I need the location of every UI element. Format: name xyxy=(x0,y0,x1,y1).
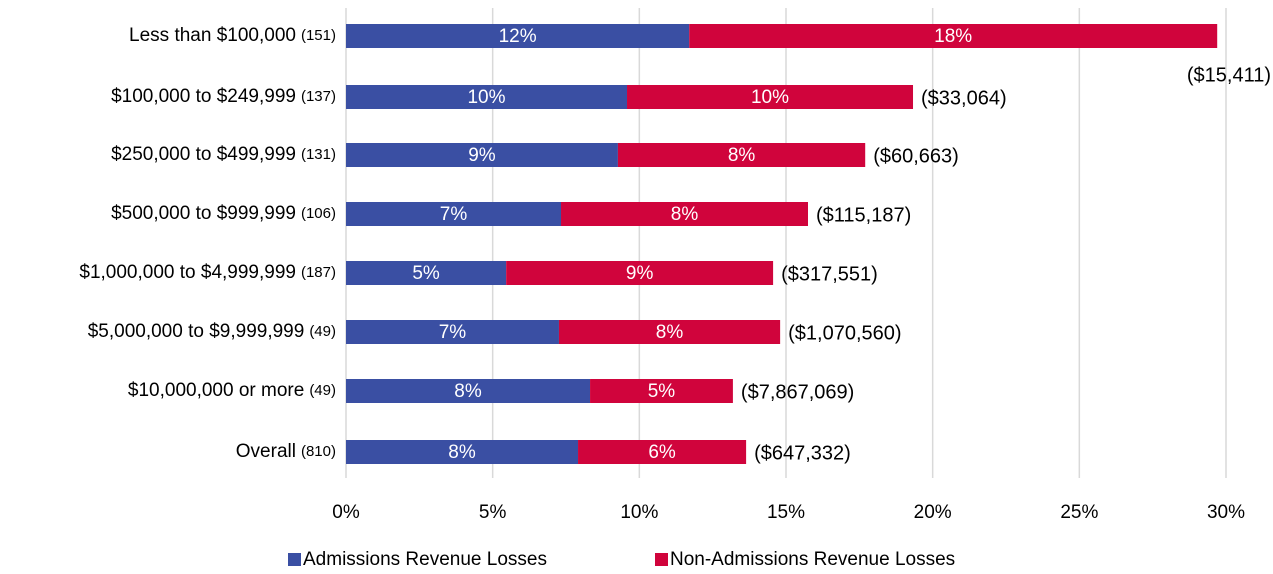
bar-segment xyxy=(561,202,808,226)
data-label: 18% xyxy=(934,26,972,47)
category-count: (151) xyxy=(301,27,336,44)
bar-segment xyxy=(617,143,866,167)
total-label: ($33,064) xyxy=(921,87,1007,109)
category-name: $1,000,000 to $4,999,999 xyxy=(79,262,296,283)
bar-segment xyxy=(346,85,628,109)
data-label: 8% xyxy=(671,204,699,225)
x-tick-label: 25% xyxy=(1060,502,1098,523)
data-label: 10% xyxy=(751,87,789,108)
x-tick-label: 5% xyxy=(479,502,507,523)
x-tick-label: 20% xyxy=(914,502,952,523)
bar-segment xyxy=(346,379,591,403)
x-tick-label: 0% xyxy=(332,502,360,523)
total-label: ($647,332) xyxy=(754,442,851,464)
bar-segment xyxy=(627,85,914,109)
legend-label: Admissions Revenue Losses xyxy=(303,549,547,570)
legend-swatch xyxy=(288,553,301,566)
category-label: $10,000,000 or more (49) xyxy=(128,380,336,401)
category-label: $500,000 to $999,999 (106) xyxy=(111,203,336,224)
category-name: $250,000 to $499,999 xyxy=(111,144,296,165)
data-label: 12% xyxy=(499,26,537,47)
category-name: Less than $100,000 xyxy=(129,25,296,46)
category-name: Overall xyxy=(236,441,296,462)
bar-segment xyxy=(346,202,562,226)
x-tick-label: 30% xyxy=(1207,502,1245,523)
category-name: $5,000,000 to $9,999,999 xyxy=(88,321,305,342)
category-name: $10,000,000 or more xyxy=(128,380,304,401)
bar-segment xyxy=(346,24,690,48)
bar-segment xyxy=(346,440,579,464)
total-label: ($317,551) xyxy=(781,263,878,285)
total-label: ($15,411) xyxy=(1187,64,1271,86)
data-label: 8% xyxy=(656,322,684,343)
data-label: 8% xyxy=(448,442,476,463)
bar-segment xyxy=(346,261,507,285)
x-tick-label: 10% xyxy=(620,502,658,523)
data-label: 5% xyxy=(412,263,440,284)
data-label: 7% xyxy=(439,322,467,343)
category-count: (137) xyxy=(301,88,336,105)
bar-segment xyxy=(689,24,1218,48)
category-count: (106) xyxy=(301,205,336,222)
category-count: (49) xyxy=(309,382,336,399)
data-label: 5% xyxy=(648,381,676,402)
legend-swatch xyxy=(655,553,668,566)
data-label: 8% xyxy=(454,381,482,402)
x-tick-label: 15% xyxy=(767,502,805,523)
data-label: 9% xyxy=(626,263,654,284)
category-count: (187) xyxy=(301,264,336,281)
bar-segment xyxy=(346,143,618,167)
bar-segment xyxy=(506,261,774,285)
total-label: ($7,867,069) xyxy=(741,381,854,403)
category-label: $1,000,000 to $4,999,999 (187) xyxy=(79,262,336,283)
bar-segment xyxy=(578,440,747,464)
total-label: ($60,663) xyxy=(873,145,959,167)
data-label: 9% xyxy=(468,145,496,166)
category-label: Less than $100,000 (151) xyxy=(129,25,336,46)
category-count: (49) xyxy=(309,323,336,340)
data-label: 7% xyxy=(440,204,468,225)
data-label: 8% xyxy=(728,145,756,166)
category-count: (810) xyxy=(301,443,336,460)
category-name: $500,000 to $999,999 xyxy=(111,203,296,224)
total-label: ($115,187) xyxy=(816,204,911,226)
bar-segment xyxy=(558,320,781,344)
bar-segment xyxy=(346,320,559,344)
total-label: ($1,070,560) xyxy=(788,322,901,344)
category-name: $100,000 to $249,999 xyxy=(111,86,296,107)
data-label: 6% xyxy=(648,442,676,463)
category-label: Overall (810) xyxy=(236,441,336,462)
category-label: $250,000 to $499,999 (131) xyxy=(111,144,336,165)
legend-label: Non-Admissions Revenue Losses xyxy=(670,549,955,570)
category-count: (131) xyxy=(301,146,336,163)
bar-segment xyxy=(590,379,733,403)
category-label: $100,000 to $249,999 (137) xyxy=(111,86,336,107)
data-label: 10% xyxy=(467,87,505,108)
category-label: $5,000,000 to $9,999,999 (49) xyxy=(88,321,336,342)
